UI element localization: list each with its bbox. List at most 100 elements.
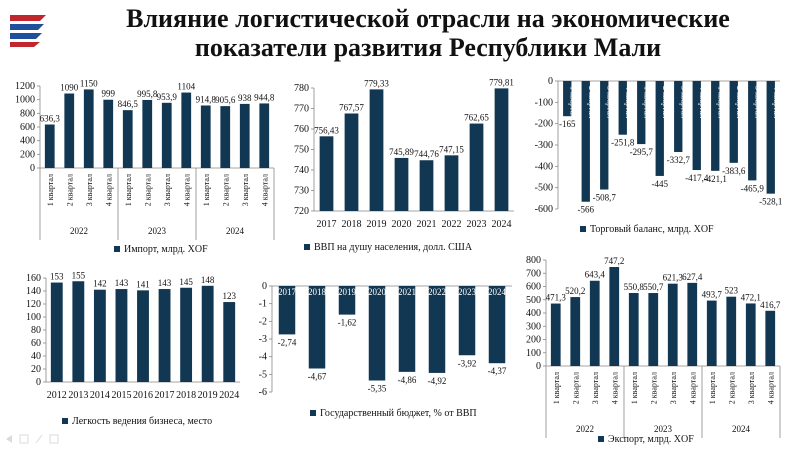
category-label: 2012 <box>47 390 67 401</box>
category-label: 4 квартал <box>698 86 707 118</box>
data-label: -445 <box>652 179 669 189</box>
y-tick-label: 400 <box>526 308 541 319</box>
data-label: 745,89 <box>389 147 414 157</box>
legend-swatch <box>304 244 310 250</box>
data-label: 779,33 <box>364 78 389 88</box>
category-label: 2013 <box>68 390 88 401</box>
category-label: 2022 <box>442 219 462 230</box>
data-label: -566 <box>578 205 595 215</box>
chart-svg: 0 100 200 300 400 500 600 700 800 471,3 1 квартал 5… <box>526 255 781 445</box>
legend-swatch <box>114 246 120 252</box>
y-tick-label: 60 <box>31 338 41 349</box>
bar-2017 <box>278 286 296 335</box>
y-tick-label: 0 <box>548 76 553 87</box>
category-label: 2 квартал <box>649 372 658 404</box>
category-label: 2017 <box>278 287 297 297</box>
y-tick-label: -400 <box>535 161 553 172</box>
group-label: 2024 <box>732 424 751 434</box>
bar-2 квартал <box>726 296 737 366</box>
bar-2019 <box>369 89 384 211</box>
bar-1 квартал <box>706 300 717 366</box>
bar-2019 <box>201 285 214 382</box>
bar-2017 <box>319 136 334 211</box>
legend-swatch <box>310 410 316 416</box>
bar-3 квартал <box>748 81 757 181</box>
legend-swatch <box>580 226 586 232</box>
chart-svg: 720 730 740 750 760 770 780 756,43 2017 767,57 201… <box>294 77 514 253</box>
data-label: 142 <box>93 279 107 289</box>
data-label: 999 <box>102 89 116 99</box>
data-label: 621,3 <box>663 273 684 283</box>
category-label: 1 квартал <box>202 174 211 206</box>
y-tick-label: 740 <box>294 165 309 176</box>
category-label: 2 квартал <box>571 372 580 404</box>
data-label: 143 <box>115 278 129 288</box>
group-label: 2023 <box>148 226 167 236</box>
category-label: 1 квартал <box>630 372 639 404</box>
data-label: 938 <box>238 93 252 103</box>
category-label: 4 квартал <box>688 372 697 404</box>
bar-2022 <box>428 286 446 373</box>
data-label: 747,15 <box>439 144 464 154</box>
y-tick-label: 160 <box>26 273 41 284</box>
category-label: 3 квартал <box>605 86 614 118</box>
y-tick-label: 100 <box>26 312 41 323</box>
category-label: 2 квартал <box>221 174 230 206</box>
bar-1 квартал <box>200 105 211 168</box>
category-label: 2016 <box>133 390 153 401</box>
data-label: 550,7 <box>643 282 664 292</box>
y-tick-label: -200 <box>535 119 553 130</box>
chart-ease-of-business: 0 20 40 60 80 100 120 140 160 153 2012 155 2013 142 20… <box>2 268 244 432</box>
category-label: 2023 <box>458 287 477 297</box>
chart-svg: 0 20 40 60 80 100 120 140 160 153 2012 155 2013 142 20… <box>26 270 240 427</box>
slide-title: Влияние логистической отрасли на экономи… <box>56 4 800 62</box>
bar-1 квартал <box>550 303 561 366</box>
bar-2 квартал <box>142 99 153 168</box>
category-label: 4 квартал <box>772 86 781 118</box>
category-label: 1 квартал <box>46 174 55 206</box>
company-logo <box>10 15 46 47</box>
data-label: -4,86 <box>398 375 417 385</box>
data-label: 471,3 <box>546 293 567 303</box>
legend-label: Торговый баланс, млрд. XOF <box>590 224 714 235</box>
bar-2015 <box>115 289 128 382</box>
bar-2 квартал <box>64 93 75 168</box>
data-label: 148 <box>201 275 215 285</box>
category-label: 2017 <box>155 390 175 401</box>
bar-2018 <box>180 287 193 382</box>
bar-1 квартал <box>637 81 646 145</box>
y-tick-label: -600 <box>535 204 553 215</box>
y-tick-label: 140 <box>26 286 41 297</box>
y-tick-label: 780 <box>294 83 309 94</box>
legend-label: Легкость ведения бизнеса, место <box>72 416 212 427</box>
bar-2 квартал <box>570 297 581 366</box>
bar-2021 <box>398 286 416 372</box>
bar-2013 <box>72 281 85 382</box>
data-label: 747,2 <box>604 256 624 266</box>
y-tick-label: 720 <box>294 206 309 217</box>
category-label: 2020 <box>368 287 387 297</box>
group-label: 2023 <box>654 424 673 434</box>
y-tick-label: 300 <box>526 321 541 332</box>
y-tick-label: 800 <box>526 255 541 266</box>
category-label: 2022 <box>428 287 446 297</box>
y-tick-label: -1 <box>259 299 267 310</box>
chart-export: 0 100 200 300 400 500 600 700 800 471,3 1 квартал 5… <box>516 252 792 448</box>
data-label: 914,8 <box>196 94 217 104</box>
data-label: 416,7 <box>760 300 781 310</box>
legend-swatch <box>598 436 604 442</box>
category-label: 2019 <box>198 390 218 401</box>
y-tick-label: 0 <box>262 281 267 292</box>
bar-2018 <box>308 286 326 369</box>
category-label: 2 квартал <box>735 86 744 118</box>
data-label: 153 <box>50 272 64 282</box>
y-tick-label: 1200 <box>15 81 35 92</box>
category-label: 1 квартал <box>568 86 577 118</box>
group-label: 2022 <box>576 424 594 434</box>
category-label: 4 квартал <box>260 174 269 206</box>
chart-svg: 0 -1 -2 -3 -4 -5 -6 -2,74 2017 -4,67 2018 -1,62 2019… <box>259 281 512 419</box>
category-label: 2 квартал <box>587 86 596 118</box>
data-label: 944,8 <box>254 92 275 102</box>
slide-nav-icons <box>6 434 59 444</box>
legend-swatch <box>62 418 68 424</box>
